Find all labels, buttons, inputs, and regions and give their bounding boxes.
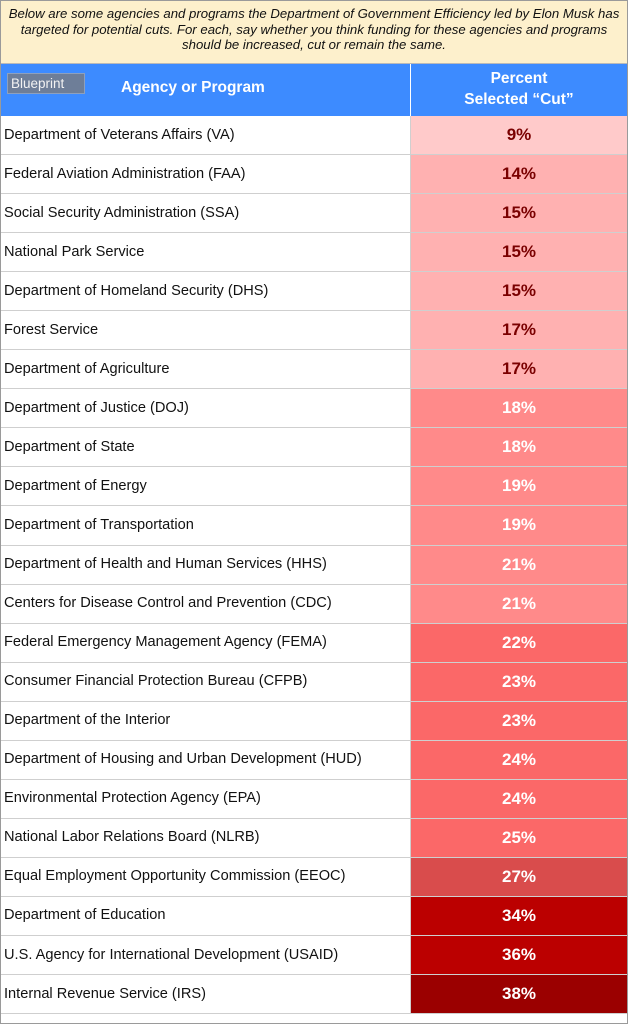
percent-cut-cell: 34% <box>411 896 627 935</box>
agency-name-cell: Centers for Disease Control and Preventi… <box>1 584 411 623</box>
percent-cut-cell: 23% <box>411 662 627 701</box>
agency-name-cell: Department of Veterans Affairs (VA) <box>1 116 411 155</box>
percent-cut-cell: 18% <box>411 428 627 467</box>
percent-cut-cell: 21% <box>411 584 627 623</box>
header-percent-column: Percent Selected “Cut” <box>411 64 627 116</box>
percent-cut-cell: 21% <box>411 545 627 584</box>
agency-name-cell: Department of Energy <box>1 467 411 506</box>
table-row: Department of Homeland Security (DHS) 15% <box>1 272 627 312</box>
percent-cut-cell: 15% <box>411 272 627 311</box>
table-row: Social Security Administration (SSA) 15% <box>1 194 627 234</box>
percent-cut-cell: 24% <box>411 740 627 779</box>
agency-name-cell: Equal Employment Opportunity Commission … <box>1 857 411 896</box>
percent-cut-cell: 18% <box>411 389 627 428</box>
table-row: Department of Energy 19% <box>1 467 627 507</box>
header-agency-label: Agency or Program <box>121 79 265 96</box>
table-body: Department of Veterans Affairs (VA) 9% Fed… <box>1 116 627 1015</box>
agency-name-cell: National Labor Relations Board (NLRB) <box>1 818 411 857</box>
table-row: U.S. Agency for International Developmen… <box>1 935 627 976</box>
agency-name-cell: Department of Health and Human Services … <box>1 545 411 584</box>
agency-name-cell: Federal Emergency Management Agency (FEM… <box>1 623 411 662</box>
table-row: National Labor Relations Board (NLRB) 25% <box>1 818 627 858</box>
agency-name-cell: National Park Service <box>1 233 411 272</box>
percent-cut-cell: 23% <box>411 701 627 740</box>
table-row: National Park Service 15% <box>1 233 627 273</box>
agency-name-cell: Department of State <box>1 428 411 467</box>
percent-cut-cell: 25% <box>411 818 627 857</box>
header-percent-line1: Percent <box>490 70 548 87</box>
table-row: Environmental Protection Agency (EPA) 24% <box>1 779 627 819</box>
percent-cut-cell: 24% <box>411 779 627 818</box>
agency-name-cell: Department of Justice (DOJ) <box>1 389 411 428</box>
table-row: Department of Health and Human Services … <box>1 545 627 585</box>
table-row: Department of Transportation 19% <box>1 506 627 546</box>
agency-name-cell: Department of Housing and Urban Developm… <box>1 740 411 779</box>
percent-cut-cell: 27% <box>411 857 627 896</box>
header-agency-column: Blueprint Agency or Program <box>1 64 411 116</box>
table-row: Internal Revenue Service (IRS) 38% <box>1 975 627 1015</box>
table-row: Department of Justice (DOJ) 18% <box>1 389 627 429</box>
agency-name-cell: Department of Education <box>1 896 411 935</box>
percent-cut-cell: 22% <box>411 623 627 662</box>
agency-name-cell: Internal Revenue Service (IRS) <box>1 975 411 1014</box>
agency-name-cell: Department of Homeland Security (DHS) <box>1 272 411 311</box>
percent-cut-cell: 38% <box>411 975 627 1014</box>
percent-cut-cell: 36% <box>411 935 627 975</box>
percent-cut-cell: 17% <box>411 311 627 350</box>
table-row: Federal Aviation Administration (FAA) 14% <box>1 155 627 195</box>
agency-name-cell: Social Security Administration (SSA) <box>1 194 411 233</box>
header-percent-line2: Selected “Cut” <box>464 91 574 108</box>
percent-cut-cell: 17% <box>411 350 627 389</box>
percent-cut-cell: 14% <box>411 155 627 194</box>
agency-name-cell: Department of Agriculture <box>1 350 411 389</box>
blueprint-logo: Blueprint <box>7 73 85 94</box>
question-caption: Below are some agencies and programs the… <box>1 1 627 64</box>
percent-cut-cell: 15% <box>411 194 627 233</box>
agency-name-cell: Forest Service <box>1 311 411 350</box>
percent-cut-cell: 19% <box>411 467 627 506</box>
table-row: Equal Employment Opportunity Commission … <box>1 857 627 897</box>
table-row: Centers for Disease Control and Preventi… <box>1 584 627 624</box>
table-row: Department of Housing and Urban Developm… <box>1 740 627 780</box>
table-row: Department of the Interior 23% <box>1 701 627 741</box>
agency-name-cell: Consumer Financial Protection Bureau (CF… <box>1 662 411 701</box>
table-row: Department of Agriculture 17% <box>1 350 627 390</box>
table-row: Department of State 18% <box>1 428 627 468</box>
table-row: Department of Veterans Affairs (VA) 9% <box>1 116 627 156</box>
table-row: Consumer Financial Protection Bureau (CF… <box>1 662 627 702</box>
table-row: Federal Emergency Management Agency (FEM… <box>1 623 627 663</box>
table-row: Forest Service 17% <box>1 311 627 351</box>
agency-name-cell: U.S. Agency for International Developmen… <box>1 935 411 975</box>
percent-cut-cell: 19% <box>411 506 627 545</box>
percent-cut-cell: 9% <box>411 116 627 155</box>
percent-cut-cell: 15% <box>411 233 627 272</box>
table-row: Department of Education 34% <box>1 896 627 936</box>
agency-name-cell: Department of Transportation <box>1 506 411 545</box>
agency-name-cell: Department of the Interior <box>1 701 411 740</box>
agency-name-cell: Environmental Protection Agency (EPA) <box>1 779 411 818</box>
agency-name-cell: Federal Aviation Administration (FAA) <box>1 155 411 194</box>
